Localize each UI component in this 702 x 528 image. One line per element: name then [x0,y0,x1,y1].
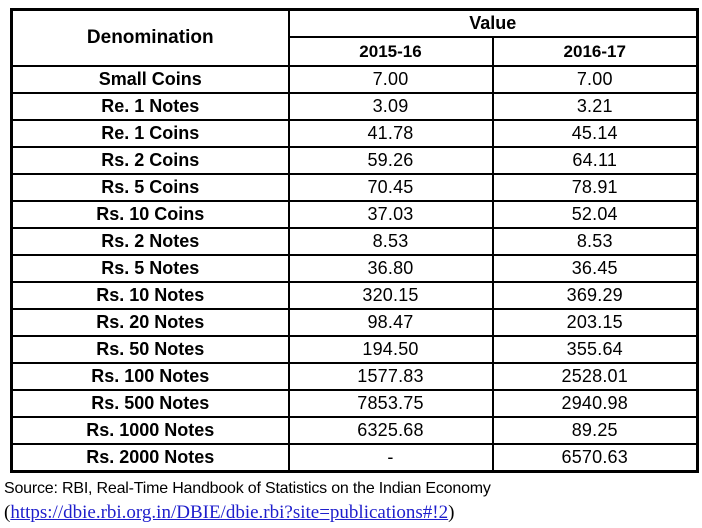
value-cell-2015-16: 7.00 [287,65,494,94]
source-text: Source: RBI, Real-Time Handbook of Stati… [4,480,491,497]
table-row: Small Coins 7.00 7.00 [10,65,699,94]
value-cell-2015-16: 1577.83 [287,362,494,391]
value-cell-2016-17: 64.11 [491,146,699,175]
table-row: Rs. 500 Notes 7853.75 2940.98 [10,389,699,418]
value-cell-2016-17: 78.91 [491,173,699,202]
denomination-cell: Rs. 10 Coins [10,200,290,229]
year-header-2015-16: 2015-16 [287,36,494,67]
denomination-header: Denomination [10,8,290,67]
table-row: Re. 1 Notes 3.09 3.21 [10,92,699,121]
value-cell-2016-17: 203.15 [491,308,699,337]
open-paren: ( [4,502,11,523]
denomination-cell: Re. 1 Notes [10,92,290,121]
source-note: Source: RBI, Real-Time Handbook of Stati… [4,477,698,525]
denomination-cell: Rs. 5 Coins [10,173,290,202]
table-row: Rs. 5 Coins 70.45 78.91 [10,173,699,202]
denomination-cell: Rs. 50 Notes [10,335,290,364]
table-row: Re. 1 Coins 41.78 45.14 [10,119,699,148]
table-row: Rs. 10 Notes 320.15 369.29 [10,281,699,310]
year-header-2016-17: 2016-17 [491,36,699,67]
table-row: Rs. 100 Notes 1577.83 2528.01 [10,362,699,391]
source-link[interactable]: https://dbie.rbi.org.in/DBIE/dbie.rbi?si… [10,502,449,523]
value-cell-2016-17: 2528.01 [491,362,699,391]
denomination-cell: Small Coins [10,65,290,94]
value-cell-2015-16: 37.03 [287,200,494,229]
value-header: Value [287,8,699,38]
denomination-cell: Re. 1 Coins [10,119,290,148]
table-row: Rs. 10 Coins 37.03 52.04 [10,200,699,229]
value-cell-2015-16: 70.45 [287,173,494,202]
table-row: Rs. 2 Notes 8.53 8.53 [10,227,699,256]
denomination-cell: Rs. 2 Notes [10,227,290,256]
denomination-cell: Rs. 2000 Notes [10,443,290,472]
value-cell-2016-17: 6570.63 [491,443,699,472]
value-cell-2015-16: 194.50 [287,335,494,364]
close-paren: ) [448,502,455,523]
denomination-value-table: Denomination Value 2015-16 2016-17 Small… [10,8,699,473]
value-cell-2015-16: 320.15 [287,281,494,310]
value-cell-2016-17: 52.04 [491,200,699,229]
value-cell-2016-17: 7.00 [491,65,699,94]
denomination-cell: Rs. 5 Notes [10,254,290,283]
value-cell-2016-17: 8.53 [491,227,699,256]
denomination-cell: Rs. 2 Coins [10,146,290,175]
denomination-cell: Rs. 500 Notes [10,389,290,418]
value-cell-2015-16: 59.26 [287,146,494,175]
denomination-cell: Rs. 100 Notes [10,362,290,391]
table-row: Rs. 50 Notes 194.50 355.64 [10,335,699,364]
header-row-1: Denomination Value [10,8,699,67]
value-cell-2016-17: 89.25 [491,416,699,445]
value-cell-2016-17: 45.14 [491,119,699,148]
value-cell-2016-17: 355.64 [491,335,699,364]
table-row: Rs. 1000 Notes 6325.68 89.25 [10,416,699,445]
header-row-2: 2015-16 2016-17 [12,36,699,67]
value-cell-2015-16: 7853.75 [287,389,494,418]
denomination-cell: Rs. 20 Notes [10,308,290,337]
value-cell-2016-17: 2940.98 [491,389,699,418]
value-cell-2015-16: 3.09 [287,92,494,121]
value-cell-2016-17: 3.21 [491,92,699,121]
value-cell-2015-16: 36.80 [287,254,494,283]
denomination-cell: Rs. 1000 Notes [10,416,290,445]
value-cell-2016-17: 369.29 [491,281,699,310]
denomination-cell: Rs. 10 Notes [10,281,290,310]
table-row: Rs. 2 Coins 59.26 64.11 [10,146,699,175]
value-cell-2015-16: 41.78 [287,119,494,148]
value-cell-2016-17: 36.45 [491,254,699,283]
value-cell-2015-16: 6325.68 [287,416,494,445]
table-row: Rs. 5 Notes 36.80 36.45 [10,254,699,283]
source-link-line: (https://dbie.rbi.org.in/DBIE/dbie.rbi?s… [4,500,698,525]
value-cell-2015-16: 98.47 [287,308,494,337]
value-cell-2015-16: 8.53 [287,227,494,256]
table-row: Rs. 2000 Notes - 6570.63 [10,443,699,472]
value-cell-2015-16: - [287,443,494,472]
table-row: Rs. 20 Notes 98.47 203.15 [10,308,699,337]
